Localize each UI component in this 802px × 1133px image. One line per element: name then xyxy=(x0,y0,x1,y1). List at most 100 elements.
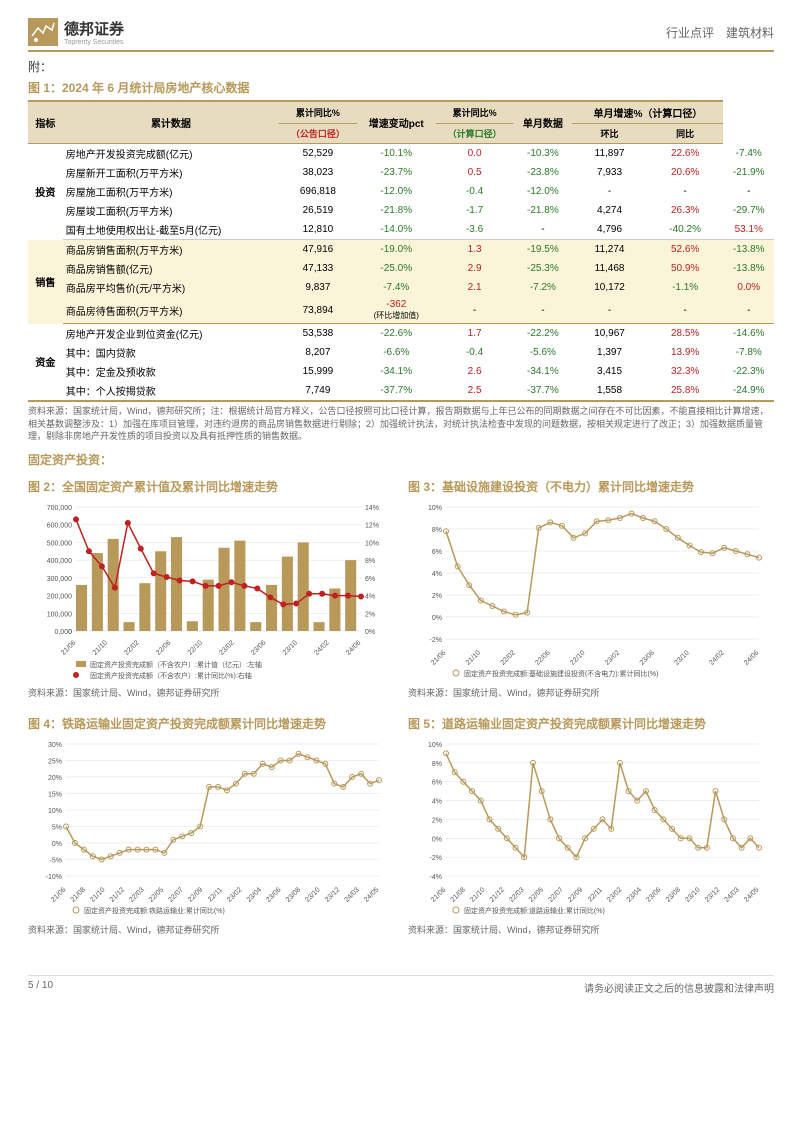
svg-text:8%: 8% xyxy=(432,761,442,768)
svg-text:5%: 5% xyxy=(52,825,62,832)
svg-text:600,000: 600,000 xyxy=(47,522,72,529)
svg-text:-10%: -10% xyxy=(46,874,62,881)
table-row: 资金房地产开发企业到位资金(亿元)53,538-22.6%1.7-22.2%10… xyxy=(28,324,774,344)
svg-text:21/06: 21/06 xyxy=(430,649,447,666)
svg-text:0%: 0% xyxy=(432,615,442,622)
table-row: 商品房待售面积(万平方米)73,894-362(环比增加值)----- xyxy=(28,297,774,324)
svg-text:2%: 2% xyxy=(432,818,442,825)
svg-text:固定资产投资完成额:道路运输业:累计同比(%): 固定资产投资完成额:道路运输业:累计同比(%) xyxy=(464,906,605,915)
svg-text:固定资产投资完成额:基础设施建设投资(不含电力):累计同比(: 固定资产投资完成额:基础设施建设投资(不含电力):累计同比(%) xyxy=(464,669,658,678)
svg-text:22/03: 22/03 xyxy=(508,887,525,904)
svg-text:-2%: -2% xyxy=(430,637,442,644)
svg-text:700,000: 700,000 xyxy=(47,505,72,512)
svg-text:23/10: 23/10 xyxy=(684,887,701,904)
svg-text:30%: 30% xyxy=(48,742,62,749)
svg-text:23/02: 23/02 xyxy=(604,649,621,666)
svg-text:2%: 2% xyxy=(432,593,442,600)
svg-text:22/07: 22/07 xyxy=(167,887,184,904)
table-row: 投资房地产开发投资完成额(亿元)52,529-10.1%0.0-10.3%11,… xyxy=(28,144,774,164)
header-right: 行业点评 建筑材料 xyxy=(666,24,774,41)
svg-text:23/12: 23/12 xyxy=(704,887,721,904)
svg-text:22/03: 22/03 xyxy=(128,887,145,904)
svg-text:4%: 4% xyxy=(432,799,442,806)
table-row: 其中：个人按揭贷款7,749-37.7%2.5-37.7%1,55825.8%-… xyxy=(28,381,774,401)
attach-label: 附： xyxy=(28,58,774,75)
svg-text:24/02: 24/02 xyxy=(313,639,330,656)
figure2-chart: 0,000100,000200,000300,000400,000500,000… xyxy=(28,499,394,679)
svg-text:0%: 0% xyxy=(365,629,375,636)
svg-text:22/10: 22/10 xyxy=(569,649,586,666)
svg-text:22/05: 22/05 xyxy=(528,887,545,904)
svg-text:4%: 4% xyxy=(432,571,442,578)
svg-text:22/07: 22/07 xyxy=(547,887,564,904)
table-row: 其中：国内贷款8,207-6.6%-0.4-5.6%1,39713.9%-7.8… xyxy=(28,343,774,362)
svg-text:15%: 15% xyxy=(48,792,62,799)
figure2-source: 资料来源：国家统计局、Wind，德邦证券研究所 xyxy=(28,687,394,700)
figure3-title: 图 3：基础设施建设投资（不电力）累计同比增速走势 xyxy=(408,478,774,495)
svg-text:21/12: 21/12 xyxy=(109,887,126,904)
svg-text:23/08: 23/08 xyxy=(665,887,682,904)
svg-text:10%: 10% xyxy=(365,540,379,547)
svg-text:20%: 20% xyxy=(48,775,62,782)
logo: 德邦证券 Toprenty Securities xyxy=(28,18,124,46)
svg-text:21/08: 21/08 xyxy=(70,887,87,904)
svg-text:400,000: 400,000 xyxy=(47,558,72,565)
figure1-title: 图 1：2024 年 6 月统计局房地产核心数据 xyxy=(28,79,774,96)
svg-text:6%: 6% xyxy=(365,576,375,583)
svg-text:固定资产投资完成额（不含农户）:累计值（亿元）:左轴: 固定资产投资完成额（不含农户）:累计值（亿元）:左轴 xyxy=(90,660,262,669)
svg-text:10%: 10% xyxy=(48,808,62,815)
figure4-title: 图 4：铁路运输业固定资产投资完成额累计同比增速走势 xyxy=(28,715,394,732)
table-row: 商品房平均售价(元/平方米)9,837-7.4%2.1-7.2%10,172-1… xyxy=(28,278,774,297)
svg-text:22/06: 22/06 xyxy=(534,649,551,666)
svg-text:22/02: 22/02 xyxy=(500,649,517,666)
charts-row-2: 图 4：铁路运输业固定资产投资完成额累计同比增速走势 -10% -5% 0% 5% 10… xyxy=(28,711,774,945)
svg-text:23/10: 23/10 xyxy=(304,887,321,904)
svg-text:22/11: 22/11 xyxy=(207,887,224,904)
svg-text:0: 0 xyxy=(68,629,72,636)
svg-text:22/06: 22/06 xyxy=(155,639,172,656)
svg-text:2%: 2% xyxy=(365,611,375,618)
svg-text:200,000: 200,000 xyxy=(47,593,72,600)
svg-text:21/06: 21/06 xyxy=(60,639,77,656)
disclaimer: 请务必阅读正文之后的信息披露和法律声明 xyxy=(584,980,774,995)
svg-text:8%: 8% xyxy=(365,558,375,565)
svg-text:24/03: 24/03 xyxy=(724,887,741,904)
svg-text:21/10: 21/10 xyxy=(92,639,109,656)
page-footer: 5 / 10 请务必阅读正文之后的信息披露和法律声明 xyxy=(28,975,774,995)
svg-text:-5%: -5% xyxy=(50,858,62,865)
page: 德邦证券 Toprenty Securities 行业点评 建筑材料 附： 图 … xyxy=(0,0,802,1013)
figure1-table: 指标 累计数据 累计同比% 增速变动pct 累计同比% 单月数据 单月增速%（计… xyxy=(28,100,774,402)
svg-text:23/12: 23/12 xyxy=(324,887,341,904)
table-row: 销售商品房销售面积(万平方米)47,916-19.0%1.3-19.5%11,2… xyxy=(28,240,774,260)
svg-text:23/02: 23/02 xyxy=(606,887,623,904)
table-row: 房屋施工面积(万平方米)696,818-12.0%-0.4-12.0%--- xyxy=(28,182,774,201)
svg-text:24/03: 24/03 xyxy=(344,887,361,904)
logo-text: 德邦证券 xyxy=(64,18,124,39)
svg-text:22/05: 22/05 xyxy=(148,887,165,904)
svg-text:21/12: 21/12 xyxy=(489,887,506,904)
svg-text:21/10: 21/10 xyxy=(89,887,106,904)
svg-text:23/02: 23/02 xyxy=(226,887,243,904)
svg-text:300,000: 300,000 xyxy=(47,576,72,583)
svg-text:21/10: 21/10 xyxy=(469,887,486,904)
logo-icon xyxy=(28,18,58,46)
svg-text:100,000: 100,000 xyxy=(47,611,72,618)
page-number: 5 / 10 xyxy=(28,980,53,995)
figure3-source: 资料来源：国家统计局、Wind，德邦证券研究所 xyxy=(408,687,774,700)
svg-text:14%: 14% xyxy=(365,505,379,512)
svg-text:0%: 0% xyxy=(432,837,442,844)
svg-text:22/10: 22/10 xyxy=(187,639,204,656)
svg-text:24/05: 24/05 xyxy=(743,887,760,904)
svg-text:23/02: 23/02 xyxy=(218,639,235,656)
svg-text:21/06: 21/06 xyxy=(50,887,67,904)
logo-subtext: Toprenty Securities xyxy=(64,39,124,46)
svg-text:23/06: 23/06 xyxy=(265,887,282,904)
svg-text:10%: 10% xyxy=(428,742,442,749)
table-row: 其中：定金及预收款15,999-34.1%2.6-34.1%3,41532.3%… xyxy=(28,362,774,381)
svg-text:23/06: 23/06 xyxy=(639,649,656,666)
svg-text:500,000: 500,000 xyxy=(47,540,72,547)
svg-text:22/02: 22/02 xyxy=(123,639,140,656)
svg-text:21/06: 21/06 xyxy=(430,887,447,904)
svg-text:4%: 4% xyxy=(365,593,375,600)
figure3-chart: -2%0%2%4%6%8%10%21/0621/1022/0222/0622/1… xyxy=(408,499,774,679)
